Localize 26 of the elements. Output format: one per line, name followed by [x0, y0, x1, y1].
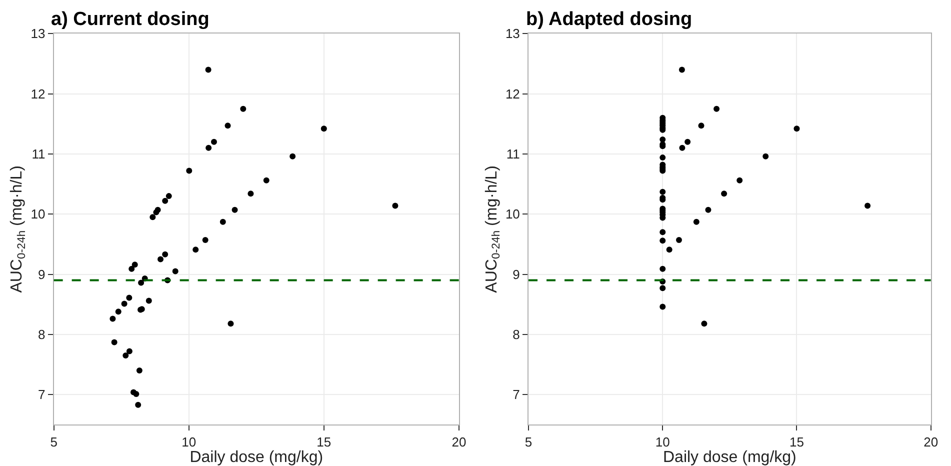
x-tick-label: 15 [789, 434, 804, 450]
y-tick-label: 12 [30, 86, 46, 102]
y-tick-label: 12 [505, 86, 520, 102]
y-tick-label: 9 [38, 266, 46, 282]
x-tick-label: 5 [524, 434, 532, 450]
x-axis-title: Daily dose (mg/kg) [662, 449, 796, 466]
y-tick-label: 13 [505, 26, 520, 42]
y-tick-label: 11 [506, 146, 520, 162]
y-tick-label: 8 [38, 326, 46, 342]
y-tick-label: 13 [30, 26, 46, 42]
y-tick-label: 11 [32, 146, 46, 162]
x-axis-title: Daily dose (mg/kg) [190, 449, 324, 466]
x-tick-label: 20 [924, 434, 938, 450]
x-tick-label: 20 [452, 434, 466, 450]
x-tick-label: 15 [316, 434, 332, 450]
x-tick-label: 10 [655, 434, 670, 450]
chart-title: b) Adapted dosing [526, 9, 692, 30]
x-tick-label: 5 [50, 434, 58, 450]
y-tick-label: 9 [512, 266, 520, 282]
chart-title: a) Current dosing [51, 9, 210, 30]
x-tick-label: 10 [182, 434, 196, 450]
y-tick-label: 10 [30, 206, 46, 222]
y-tick-label: 8 [512, 326, 520, 342]
y-tick-label: 7 [38, 387, 46, 402]
y-tick-label: 7 [512, 387, 520, 402]
y-tick-label: 10 [505, 206, 520, 222]
